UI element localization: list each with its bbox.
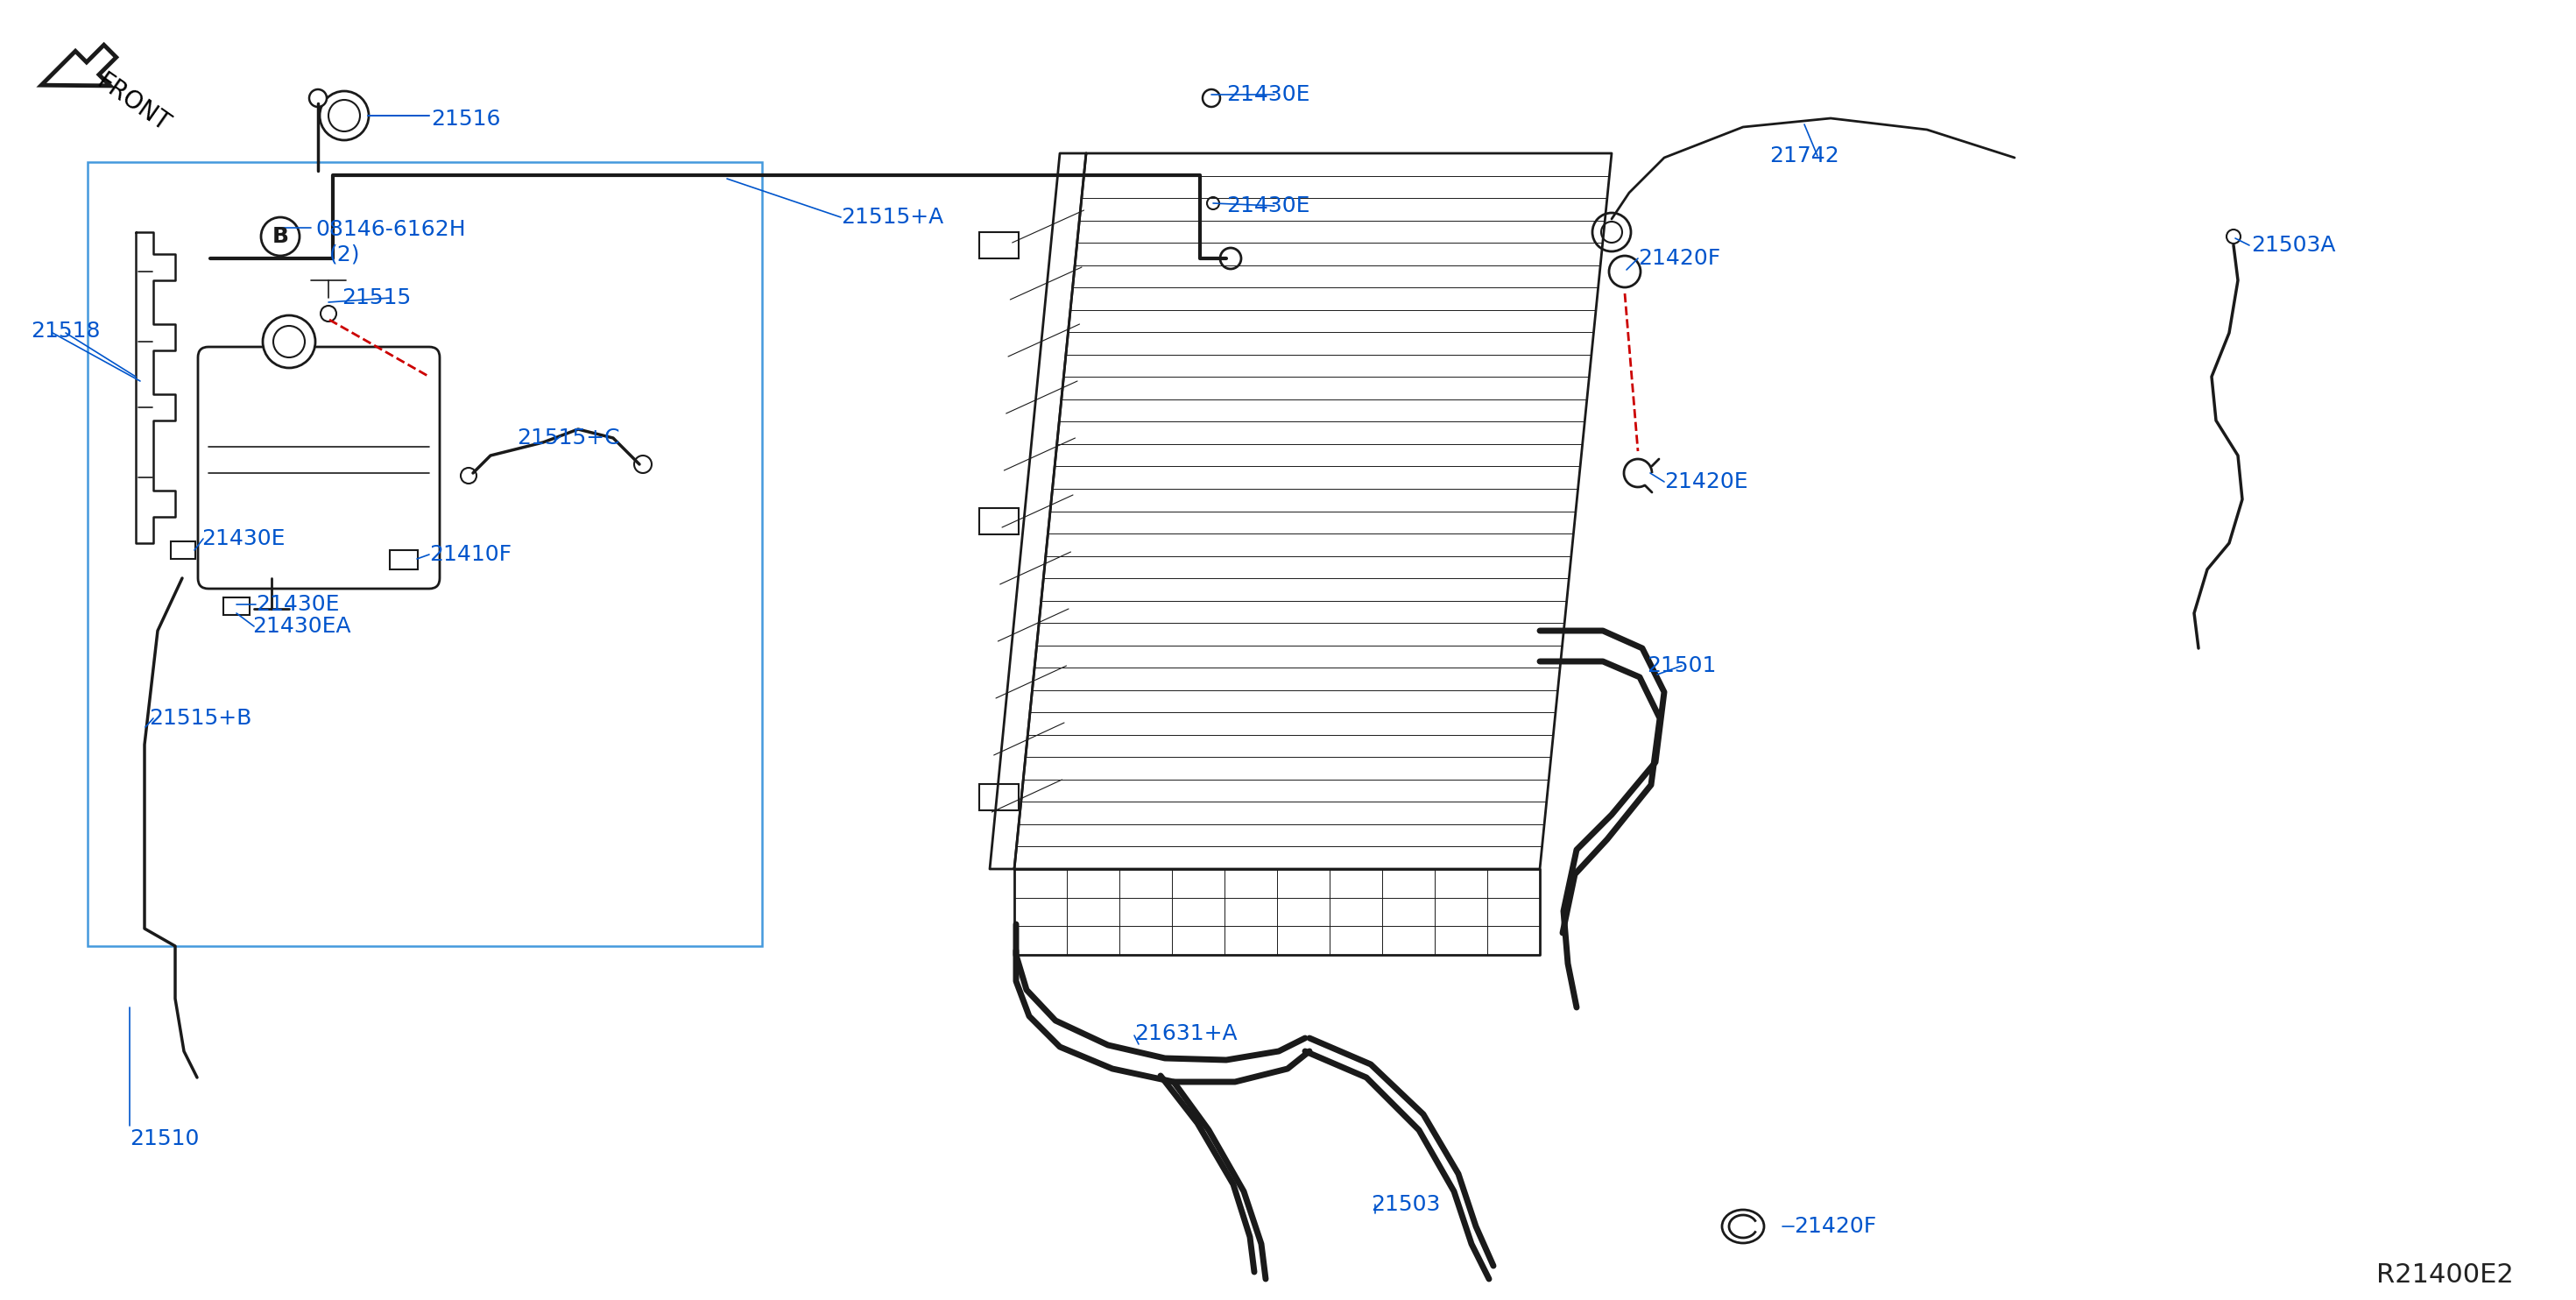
Circle shape <box>263 316 314 368</box>
Bar <box>979 233 1018 259</box>
Circle shape <box>461 468 477 484</box>
Text: 21420E: 21420E <box>1664 472 1749 493</box>
Circle shape <box>319 305 337 321</box>
FancyBboxPatch shape <box>198 347 440 589</box>
Text: 21430E: 21430E <box>1226 84 1311 105</box>
Circle shape <box>1602 221 1623 243</box>
Circle shape <box>319 91 368 140</box>
Bar <box>979 784 1018 810</box>
Circle shape <box>309 90 327 107</box>
Circle shape <box>1221 248 1242 269</box>
Circle shape <box>1203 90 1221 107</box>
Text: FRONT: FRONT <box>93 70 175 138</box>
Text: 21503: 21503 <box>1370 1193 1440 1216</box>
Bar <box>224 598 250 615</box>
Text: 21420F: 21420F <box>1638 248 1721 269</box>
Circle shape <box>634 455 652 473</box>
Text: 21518: 21518 <box>31 321 100 342</box>
Text: 21430EA: 21430EA <box>252 616 350 637</box>
Text: 08146-6162H: 08146-6162H <box>314 218 466 240</box>
Text: 21430E: 21430E <box>1226 195 1311 216</box>
Text: B: B <box>273 226 289 247</box>
Text: 21515+B: 21515+B <box>149 707 252 729</box>
Text: 21631+A: 21631+A <box>1133 1023 1236 1044</box>
Text: 21503A: 21503A <box>2251 235 2336 256</box>
Text: 21410F: 21410F <box>430 543 513 566</box>
Text: 21420F: 21420F <box>1793 1216 1875 1236</box>
Circle shape <box>1208 198 1218 209</box>
Text: 21501: 21501 <box>1646 655 1716 676</box>
Text: 21430E: 21430E <box>255 594 340 615</box>
Bar <box>979 508 1018 534</box>
Circle shape <box>1610 256 1641 287</box>
Bar <box>88 162 762 946</box>
Circle shape <box>273 326 304 358</box>
Text: (2): (2) <box>330 243 361 265</box>
Text: 21430E: 21430E <box>201 528 286 550</box>
Text: 21516: 21516 <box>430 109 500 130</box>
Circle shape <box>260 217 299 256</box>
Text: 21515: 21515 <box>343 287 412 308</box>
Circle shape <box>2226 230 2241 243</box>
Text: 21510: 21510 <box>129 1128 198 1149</box>
Text: 21515+A: 21515+A <box>840 207 943 227</box>
Text: R21400E2: R21400E2 <box>2378 1262 2514 1287</box>
Circle shape <box>1592 213 1631 251</box>
Bar <box>389 550 417 569</box>
Circle shape <box>330 100 361 131</box>
Ellipse shape <box>1721 1210 1765 1243</box>
Text: 21515+C: 21515+C <box>518 428 621 448</box>
Bar <box>170 541 196 559</box>
Text: 21742: 21742 <box>1770 146 1839 166</box>
